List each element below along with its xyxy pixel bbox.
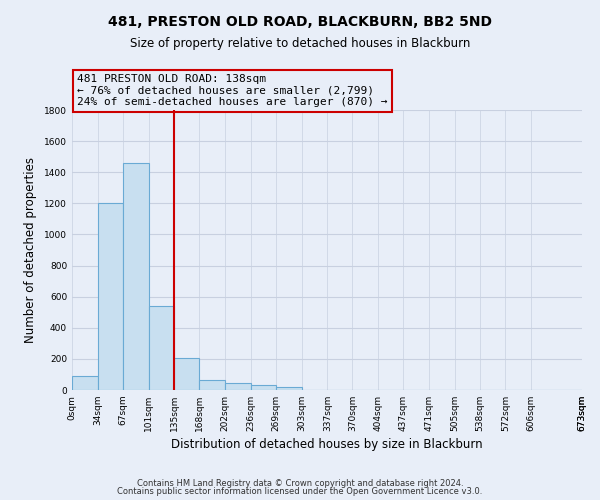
Bar bbox=[276, 387, 302, 390]
X-axis label: Distribution of detached houses by size in Blackburn: Distribution of detached houses by size … bbox=[171, 438, 483, 451]
Text: Contains HM Land Registry data © Crown copyright and database right 2024.: Contains HM Land Registry data © Crown c… bbox=[137, 478, 463, 488]
Bar bbox=[225, 383, 251, 390]
Bar bbox=[251, 386, 276, 390]
Bar bbox=[123, 163, 149, 390]
Text: Contains public sector information licensed under the Open Government Licence v3: Contains public sector information licen… bbox=[118, 487, 482, 496]
Bar bbox=[199, 380, 225, 390]
Text: 481, PRESTON OLD ROAD, BLACKBURN, BB2 5ND: 481, PRESTON OLD ROAD, BLACKBURN, BB2 5N… bbox=[108, 15, 492, 29]
Text: Size of property relative to detached houses in Blackburn: Size of property relative to detached ho… bbox=[130, 38, 470, 51]
Bar bbox=[98, 204, 123, 390]
Bar bbox=[149, 306, 175, 390]
Bar bbox=[72, 376, 98, 390]
Text: 481 PRESTON OLD ROAD: 138sqm
← 76% of detached houses are smaller (2,799)
24% of: 481 PRESTON OLD ROAD: 138sqm ← 76% of de… bbox=[77, 74, 388, 107]
Y-axis label: Number of detached properties: Number of detached properties bbox=[24, 157, 37, 343]
Bar bbox=[175, 358, 199, 390]
